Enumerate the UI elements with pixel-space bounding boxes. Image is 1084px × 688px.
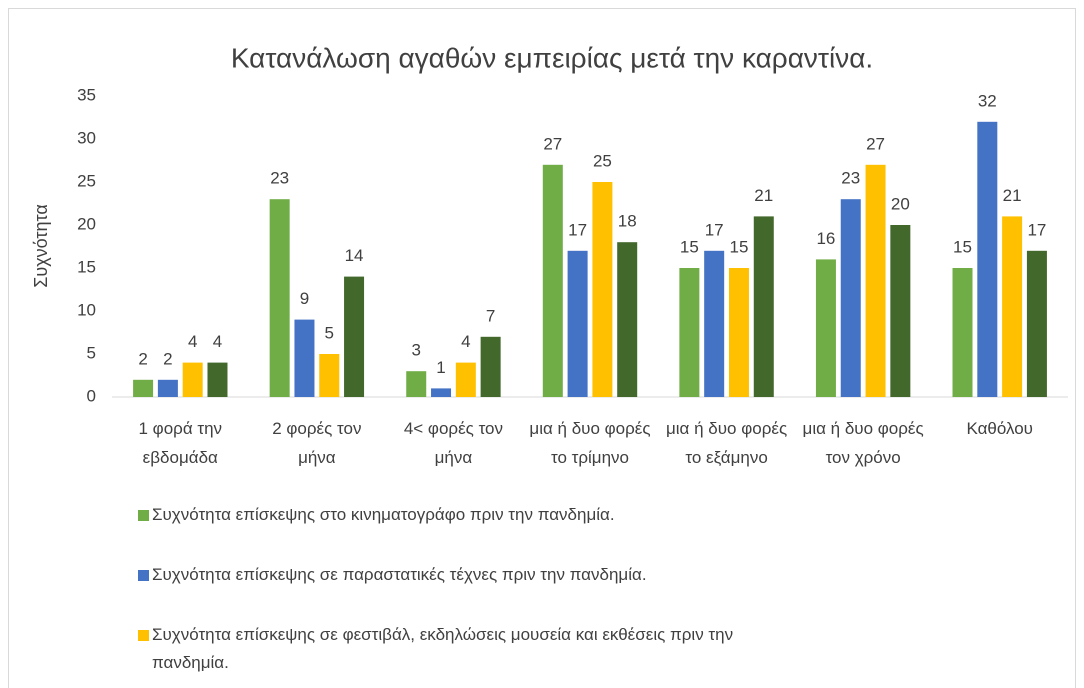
bar — [1002, 216, 1023, 397]
y-tick-label: 0 — [87, 386, 96, 405]
x-tick-label: 2 φορές τον μήνα — [272, 419, 361, 467]
data-label: 20 — [891, 194, 910, 213]
y-tick-label: 20 — [77, 214, 96, 233]
legend-swatch — [138, 570, 149, 581]
bar — [344, 276, 365, 397]
y-axis-label: Συχνότητα — [31, 204, 51, 288]
data-label: 32 — [978, 91, 997, 110]
x-tick-label: Καθόλου — [966, 419, 1033, 438]
data-label: 15 — [953, 237, 972, 256]
x-tick-label: μια ή δυο φορές το τρίμηνο — [529, 419, 650, 467]
x-tick-label: 4< φορές τον μήνα — [404, 419, 503, 467]
data-label: 14 — [345, 246, 364, 265]
data-label: 4 — [188, 332, 197, 351]
bar — [704, 250, 725, 397]
bar — [977, 121, 998, 398]
legend-label: Συχνότητα επίσκεψης σε φεστιβάλ, εκδηλώσ… — [152, 625, 733, 672]
data-label: 2 — [163, 349, 172, 368]
data-label: 9 — [300, 289, 309, 308]
data-label: 15 — [680, 237, 699, 256]
data-label: 7 — [486, 306, 495, 325]
data-label: 4 — [213, 332, 222, 351]
data-label: 27 — [543, 134, 562, 153]
chart-frame — [8, 8, 1076, 688]
data-label: 27 — [866, 134, 885, 153]
bar — [455, 362, 476, 397]
legend-swatch — [138, 630, 149, 641]
data-label: 23 — [841, 169, 860, 188]
data-label: 17 — [705, 220, 724, 239]
x-tick-label: μια ή δυο φορές το εξάμηνο — [666, 419, 787, 467]
data-label: 21 — [1003, 186, 1022, 205]
bar — [133, 379, 154, 397]
data-label: 5 — [325, 323, 334, 342]
data-label: 2 — [138, 349, 147, 368]
legend-label: Συχνότητα επίσκεψης στο κινηματογράφο πρ… — [152, 505, 615, 524]
x-tick-label: μια ή δυο φορές τον χρόνο — [803, 419, 924, 467]
y-tick-label: 15 — [77, 257, 96, 276]
data-label: 15 — [730, 237, 749, 256]
bar — [182, 362, 203, 397]
x-tick-label: 1 φορά την εβδομάδα — [139, 419, 223, 467]
data-label: 17 — [1027, 220, 1046, 239]
data-label: 4 — [461, 332, 470, 351]
data-label: 23 — [270, 169, 289, 188]
y-tick-label: 35 — [77, 85, 96, 104]
bar — [840, 199, 861, 397]
bar — [679, 268, 700, 397]
bar — [207, 362, 228, 397]
bar — [952, 268, 973, 397]
y-tick-label: 30 — [77, 128, 96, 147]
bar — [567, 250, 588, 397]
bar — [617, 242, 638, 397]
bar — [890, 225, 911, 397]
bar — [157, 379, 178, 397]
bar — [269, 199, 290, 397]
data-label: 3 — [411, 341, 420, 360]
legend-swatch — [138, 510, 149, 521]
bar — [406, 371, 427, 397]
y-tick-label: 5 — [87, 343, 96, 362]
bar — [592, 182, 613, 397]
data-label: 18 — [618, 212, 637, 231]
y-tick-label: 25 — [77, 171, 96, 190]
bar — [728, 268, 749, 397]
chart-title: Κατανάλωση αγαθών εμπειρίας μετά την καρ… — [231, 42, 873, 73]
bar — [542, 164, 563, 397]
data-label: 16 — [816, 229, 835, 248]
bar — [294, 319, 315, 397]
bar — [865, 164, 886, 397]
bar — [815, 259, 836, 397]
bar — [431, 388, 452, 397]
bar — [319, 354, 340, 397]
bar — [1026, 250, 1047, 397]
legend-label: Συχνότητα επίσκεψης σε παραστατικές τέχν… — [152, 565, 647, 584]
data-label: 17 — [568, 220, 587, 239]
bar — [753, 216, 774, 397]
data-label: 1 — [436, 358, 445, 377]
bar — [480, 336, 501, 397]
data-label: 25 — [593, 151, 612, 170]
data-label: 21 — [754, 186, 773, 205]
y-tick-label: 10 — [77, 300, 96, 319]
